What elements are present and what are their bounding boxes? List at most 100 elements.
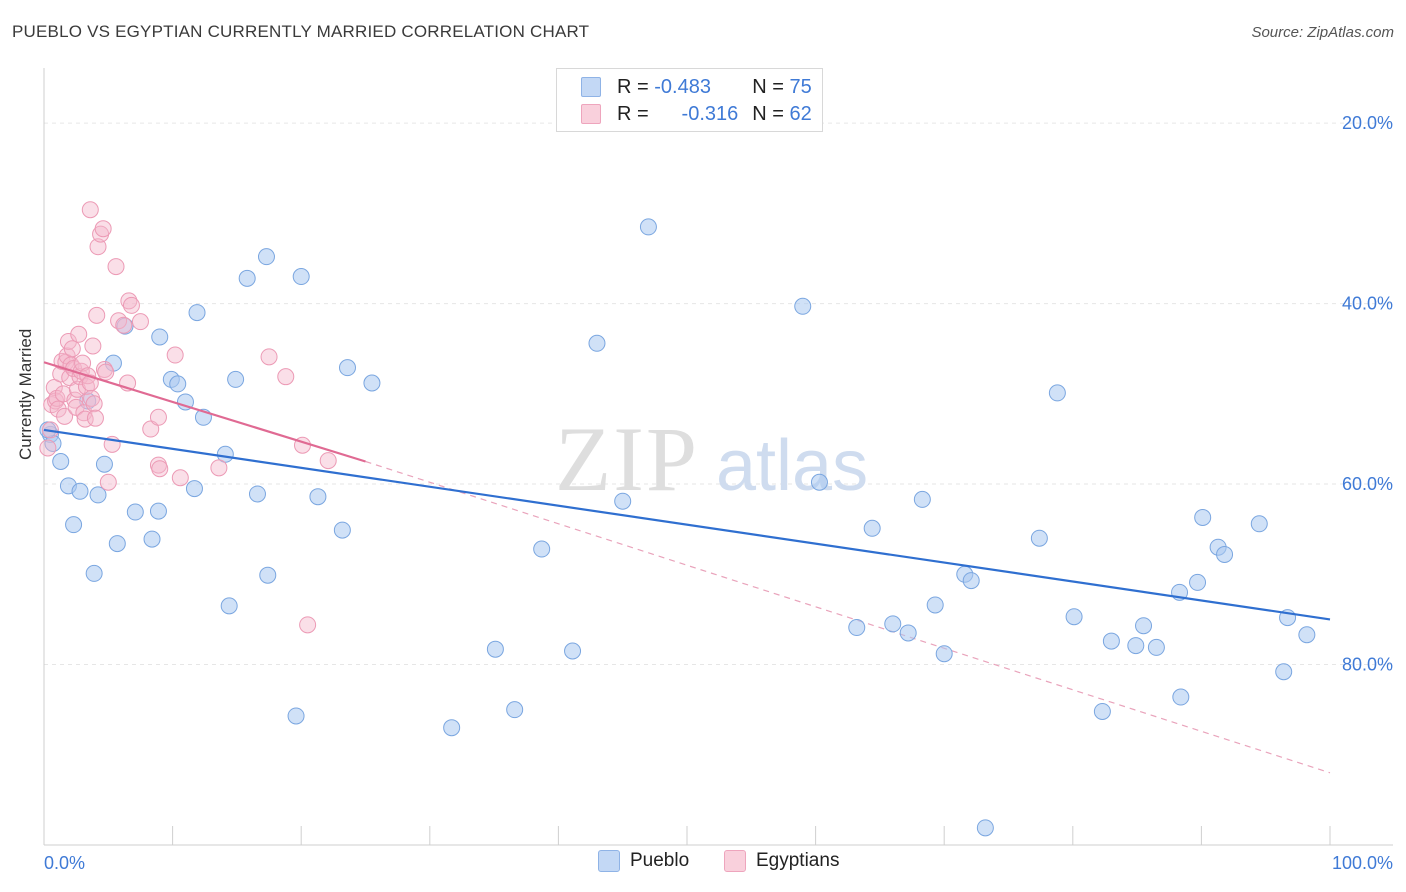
egyptians-point	[81, 201, 99, 219]
pueblo-point	[52, 453, 70, 470]
egyptians-point	[166, 346, 184, 364]
pueblo-trend-line	[43, 428, 1331, 621]
egyptians-point	[81, 374, 99, 392]
pueblo-point	[1147, 638, 1165, 656]
legend-swatch-pueblo	[581, 77, 601, 97]
legend-swatch-egyptians	[581, 104, 601, 124]
x-min-label: 0.0%	[44, 853, 85, 873]
egyptians-point	[142, 420, 160, 438]
y-tick-label: 20.0%	[1342, 113, 1393, 133]
legend-n-label: N =	[752, 75, 784, 98]
pueblo-point	[185, 480, 203, 498]
pueblo-point	[506, 701, 524, 719]
egyptians-point	[84, 337, 102, 355]
legend-r-label: R =	[617, 75, 649, 98]
egyptians-point	[122, 296, 140, 314]
pueblo-point	[1172, 688, 1190, 706]
legend-n-value: 75	[789, 75, 812, 98]
pueblo-point	[333, 521, 351, 539]
pueblo-point	[533, 540, 551, 558]
series-legend: Pueblo Egyptians	[0, 850, 1406, 878]
pueblo-point	[1030, 529, 1048, 547]
egyptians-point	[63, 340, 81, 358]
egyptians-point	[131, 313, 149, 331]
legend-r-label: R =	[617, 102, 649, 125]
pueblo-point	[143, 530, 161, 548]
legend-swatch-pueblo	[598, 850, 620, 872]
pueblo-point	[338, 359, 356, 377]
pueblo-point	[227, 370, 245, 388]
pueblo-point	[794, 297, 812, 315]
egyptians-point	[39, 439, 57, 457]
egyptians-point	[56, 407, 74, 425]
egyptians-point	[70, 325, 88, 343]
pueblo-point	[188, 304, 206, 322]
pueblo-point	[848, 619, 866, 637]
legend-swatch-egyptians	[724, 850, 746, 872]
pueblo-point	[363, 374, 381, 392]
egyptians-point	[86, 409, 104, 427]
egyptians-point	[97, 363, 115, 381]
egyptians-point	[95, 360, 113, 378]
pueblo-point	[1275, 663, 1293, 681]
legend-r-value: -0.316	[681, 102, 739, 125]
pueblo-point	[926, 596, 944, 614]
source-label: Source: ZipAtlas.com	[1251, 24, 1394, 41]
egyptians-point	[115, 316, 133, 334]
trend-lines	[43, 361, 1331, 621]
pueblo-point	[486, 640, 504, 658]
pueblo-point	[1194, 508, 1212, 526]
egyptians-trend-line	[43, 361, 366, 463]
pueblo-point	[71, 482, 89, 500]
pueblo-point	[884, 615, 902, 633]
egyptians-point	[107, 258, 125, 276]
pueblo-point	[443, 719, 461, 737]
legend-row-pueblo: R = -0.483 N = 75	[581, 75, 812, 99]
pueblo-point	[1189, 573, 1207, 591]
pueblo-point	[588, 334, 606, 352]
pueblo-point	[962, 572, 980, 590]
legend-row-egyptians: R = -0.316 N = 62	[581, 102, 812, 126]
pueblo-point	[1048, 384, 1066, 402]
pueblo-point	[935, 645, 953, 663]
pueblo-point	[639, 218, 657, 236]
x-max-label: 100.0%	[1332, 853, 1393, 873]
egyptians-point	[66, 391, 84, 409]
pueblo-point	[248, 485, 266, 503]
egyptians-point	[74, 354, 92, 372]
watermark-atlas: atlas	[716, 426, 868, 506]
egyptians-point	[210, 459, 228, 477]
pueblo-point	[176, 393, 194, 411]
pueblo-point	[614, 492, 632, 510]
pueblo-point	[169, 375, 187, 393]
pueblo-point	[259, 566, 277, 584]
pueblo-point	[1216, 545, 1234, 563]
pueblo-point	[220, 597, 238, 615]
legend-item-pueblo: Pueblo	[598, 850, 689, 872]
y-axis-label: Currently Married	[16, 328, 35, 460]
egyptians-point	[120, 292, 138, 310]
pueblo-point	[151, 328, 169, 346]
egyptians-point	[171, 469, 189, 487]
pueblo-point	[1065, 608, 1083, 626]
stats-legend: R = -0.483 N = 75 R = -0.316 N = 62	[556, 68, 823, 132]
pueblo-point	[238, 269, 256, 287]
pueblo-point	[108, 535, 126, 553]
y-tick-labels: 80.0% 60.0% 40.0% 20.0%	[1342, 113, 1393, 674]
egyptians-point	[319, 452, 337, 470]
axes	[43, 68, 1393, 846]
pueblo-point	[149, 502, 167, 520]
egyptians-point	[99, 473, 117, 491]
legend-r-value: -0.483	[654, 75, 711, 98]
legend-label-pueblo: Pueblo	[630, 850, 690, 871]
pueblo-point	[913, 490, 931, 508]
egyptians-point	[89, 238, 107, 256]
egyptians-point	[149, 408, 167, 426]
pueblo-point	[292, 268, 310, 286]
pueblo-points	[39, 218, 1316, 837]
egyptians-point	[260, 348, 278, 366]
pueblo-point	[287, 707, 305, 725]
legend-n-value: 62	[789, 102, 812, 125]
egyptians-point	[94, 220, 112, 238]
